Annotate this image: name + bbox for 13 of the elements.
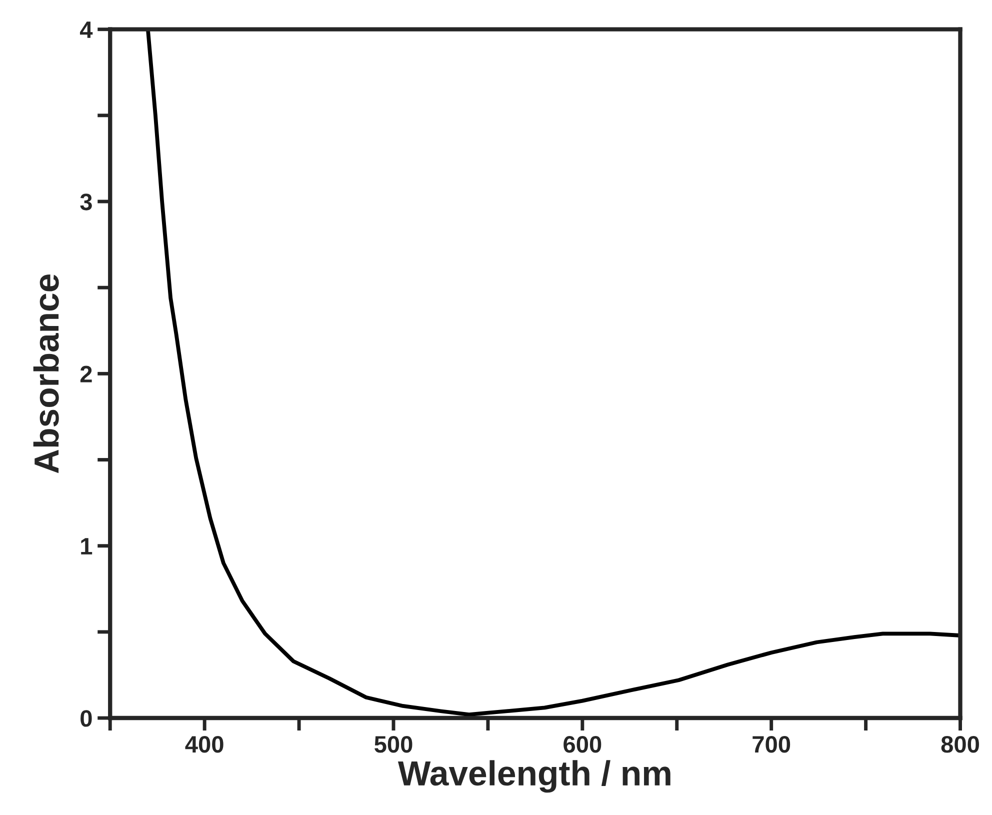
x-axis-title: Wavelength / nm [398, 760, 670, 793]
x-tick-label: 700 [752, 736, 790, 753]
line-series [146, 29, 960, 717]
y-tick-label: 4 [80, 22, 93, 38]
x-tick-label: 600 [564, 736, 602, 753]
x-tick-label: 400 [185, 736, 224, 753]
y-axis-title: Absorbance [33, 274, 59, 474]
x-tick-label: 500 [374, 736, 412, 753]
y-tick-label: 0 [80, 710, 92, 727]
y-tick-label: 2 [80, 366, 92, 382]
y-tick-label: 1 [81, 538, 92, 554]
y-tick-label: 3 [80, 194, 92, 210]
x-tick-label: 800 [941, 736, 979, 753]
